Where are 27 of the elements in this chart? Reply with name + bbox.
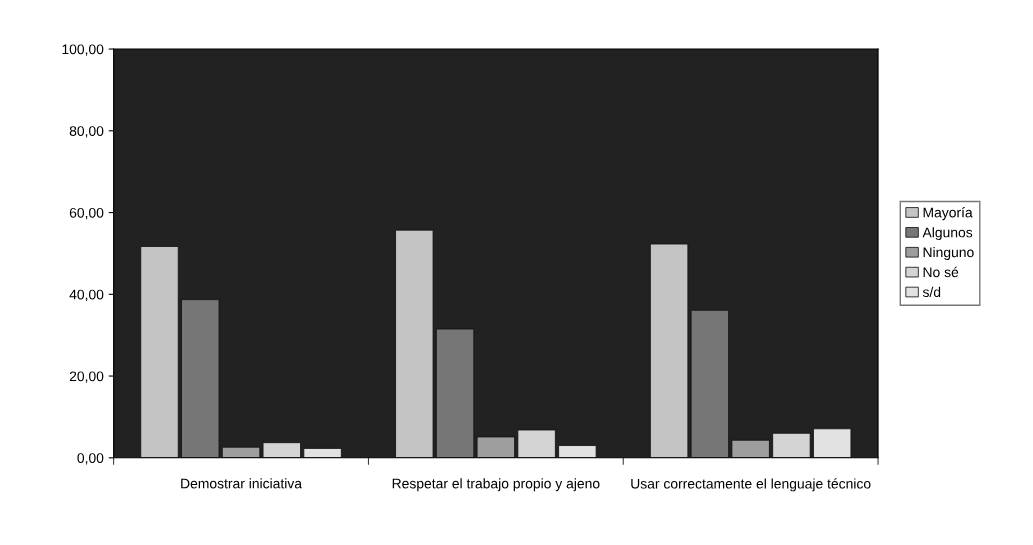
bar: [221, 446, 261, 458]
bar: [772, 432, 811, 458]
legend-label: Mayoría: [923, 207, 973, 221]
x-tick-label: Usar correctamente el lenguaje técnico: [631, 478, 871, 492]
bar: [558, 445, 597, 458]
x-tick-label: Demostrar iniciativa: [181, 478, 303, 489]
bar: [813, 428, 852, 458]
bar: [395, 229, 434, 458]
y-tick-label: 40,00: [69, 289, 104, 302]
bar: [435, 328, 475, 458]
y-tick-label: 80,00: [69, 126, 104, 138]
y-tick-label: 60,00: [69, 207, 104, 220]
bar: [731, 439, 770, 458]
legend-label: s/d: [922, 286, 941, 298]
bar: [140, 246, 179, 458]
y-tick-label: 0,00: [77, 453, 104, 465]
legend-label: No sé: [923, 266, 959, 278]
y-tick-label: 20,00: [69, 371, 104, 383]
bar: [476, 436, 516, 458]
bar: [181, 299, 220, 458]
legend-label: Algunos: [922, 227, 973, 241]
bar: [517, 429, 556, 458]
y-tick-label: 100,00: [62, 44, 104, 56]
bar: [303, 447, 342, 458]
bar: [262, 442, 301, 458]
x-tick-label: Respetar el trabajo propio y ajeno: [392, 478, 600, 492]
legend-label: Ninguno: [923, 247, 974, 260]
